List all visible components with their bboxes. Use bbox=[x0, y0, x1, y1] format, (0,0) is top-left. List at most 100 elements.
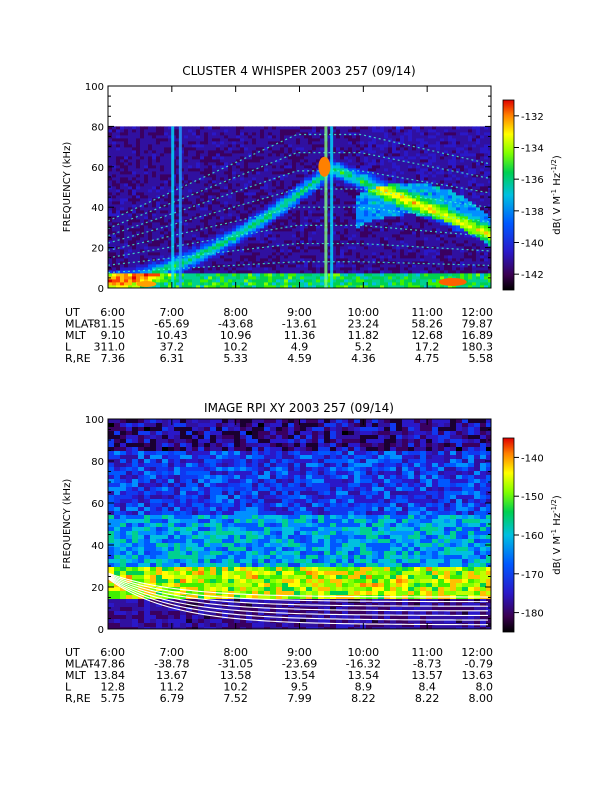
spectrogram-cell bbox=[128, 177, 133, 181]
spectrogram-cell bbox=[252, 171, 257, 175]
spectrogram-cell bbox=[340, 174, 345, 178]
spectrogram-cell bbox=[120, 219, 125, 223]
spectrogram-cell bbox=[476, 150, 481, 154]
spectrogram-cell bbox=[308, 267, 313, 271]
spectrogram-cell bbox=[164, 186, 169, 190]
spectrogram-cell bbox=[296, 261, 301, 265]
spectrogram-cell bbox=[436, 171, 441, 175]
spectrogram-cell bbox=[124, 159, 129, 163]
spectrogram-cell bbox=[300, 195, 305, 199]
spectrogram-cell bbox=[452, 231, 457, 235]
spectrogram-cell bbox=[192, 138, 197, 142]
spectrogram-cell bbox=[320, 252, 325, 256]
spectrogram-cell bbox=[240, 225, 245, 229]
spectrogram-cell bbox=[236, 156, 241, 160]
spectrogram-cell bbox=[440, 141, 445, 145]
spectrogram-cell bbox=[388, 165, 393, 169]
spectrogram-cell bbox=[220, 129, 225, 133]
spectrogram-cell bbox=[448, 144, 453, 148]
spectrogram-cell bbox=[376, 213, 381, 217]
spectrogram-cell bbox=[112, 144, 117, 148]
spectrogram-cell bbox=[220, 258, 225, 262]
spectrogram-cell bbox=[192, 222, 197, 226]
spectrogram-cell bbox=[116, 135, 121, 139]
spectrogram-cell bbox=[452, 165, 457, 169]
spectrogram-cell bbox=[400, 177, 405, 181]
spectrogram-cell bbox=[280, 240, 285, 244]
spectrogram-cell bbox=[348, 252, 353, 256]
spectrogram-cell bbox=[276, 192, 281, 196]
spectrogram-cell bbox=[208, 201, 213, 205]
spectrogram-cell bbox=[332, 144, 337, 148]
spectrogram-cell bbox=[316, 231, 321, 235]
spectrogram-cell bbox=[424, 222, 429, 226]
spectrogram-cell bbox=[248, 246, 253, 250]
spectrogram-cell bbox=[400, 147, 405, 151]
spectrogram-cell bbox=[152, 129, 157, 133]
spectrogram-cell bbox=[360, 270, 365, 274]
spectrogram-cell bbox=[336, 168, 341, 172]
spectrogram-cell bbox=[260, 192, 265, 196]
spectrogram-cell bbox=[356, 198, 361, 202]
spectrogram-cell bbox=[472, 126, 477, 130]
spectrogram-cell bbox=[464, 192, 469, 196]
spectrogram-cell bbox=[348, 147, 353, 151]
spectrogram-cell bbox=[448, 126, 453, 130]
spectrogram-cell bbox=[292, 279, 297, 283]
spectrogram-cell bbox=[180, 204, 185, 208]
spectrogram-cell bbox=[120, 135, 125, 139]
spectrogram-cell bbox=[240, 285, 245, 288]
spectrogram-cell bbox=[144, 246, 149, 250]
spectrogram-cell bbox=[232, 192, 237, 196]
spectrogram-cell bbox=[372, 165, 377, 169]
spectrogram-cell bbox=[304, 222, 309, 226]
spectrogram-cell bbox=[276, 147, 281, 151]
spectrogram-cell bbox=[280, 267, 285, 271]
spectrogram-cell bbox=[136, 273, 141, 277]
spectrogram-cell bbox=[472, 153, 477, 157]
spectrogram-cell bbox=[384, 189, 389, 193]
spectrogram-cell bbox=[164, 225, 169, 229]
spectrogram-cell bbox=[436, 195, 441, 199]
spectrogram-cell bbox=[156, 186, 161, 190]
spectrogram-cell bbox=[256, 228, 261, 232]
spectrogram-cell bbox=[220, 276, 225, 280]
spectrogram-cell bbox=[432, 273, 437, 277]
spectrogram-cell bbox=[368, 207, 373, 211]
spectrogram-cell bbox=[380, 189, 385, 193]
spectrogram-cell bbox=[340, 183, 345, 187]
spectrogram-cell bbox=[216, 198, 221, 202]
spectrogram-cell bbox=[352, 219, 357, 223]
spectrogram-cell bbox=[368, 156, 373, 160]
spectrogram-cell bbox=[352, 135, 357, 139]
spectrogram-cell bbox=[372, 255, 377, 259]
spectrogram-cell bbox=[360, 156, 365, 160]
spectrogram-cell bbox=[264, 141, 269, 145]
spectrogram-cell bbox=[388, 153, 393, 157]
spectrogram-cell bbox=[396, 270, 401, 274]
spectrogram-cell bbox=[148, 270, 153, 274]
spectrogram-cell bbox=[184, 192, 189, 196]
spectrogram-cell bbox=[184, 258, 189, 262]
spectrogram-cell bbox=[280, 273, 285, 277]
spectrogram-cell bbox=[368, 234, 373, 238]
spectrogram-cell bbox=[308, 162, 313, 166]
spectrogram-cell bbox=[208, 171, 213, 175]
spectrogram-cell bbox=[120, 126, 125, 130]
spectrogram-cell bbox=[368, 216, 373, 220]
spectrogram-cell bbox=[300, 132, 305, 136]
spectrogram-cell bbox=[280, 261, 285, 265]
spectrogram-cell bbox=[196, 126, 201, 130]
spectrogram-cell bbox=[164, 168, 169, 172]
spectrogram-cell bbox=[140, 270, 145, 274]
spectrogram-cell bbox=[200, 219, 205, 223]
spectrogram-cell bbox=[248, 192, 253, 196]
spectrogram-cell bbox=[320, 147, 325, 151]
spectrogram-cell bbox=[360, 210, 365, 214]
spectrogram-cell bbox=[428, 234, 433, 238]
spectrogram-cell bbox=[176, 144, 181, 148]
spectrogram-cell bbox=[276, 177, 281, 181]
spectrogram-cell bbox=[288, 204, 293, 208]
spectrogram-cell bbox=[220, 168, 225, 172]
spectrogram-cell bbox=[264, 249, 269, 253]
